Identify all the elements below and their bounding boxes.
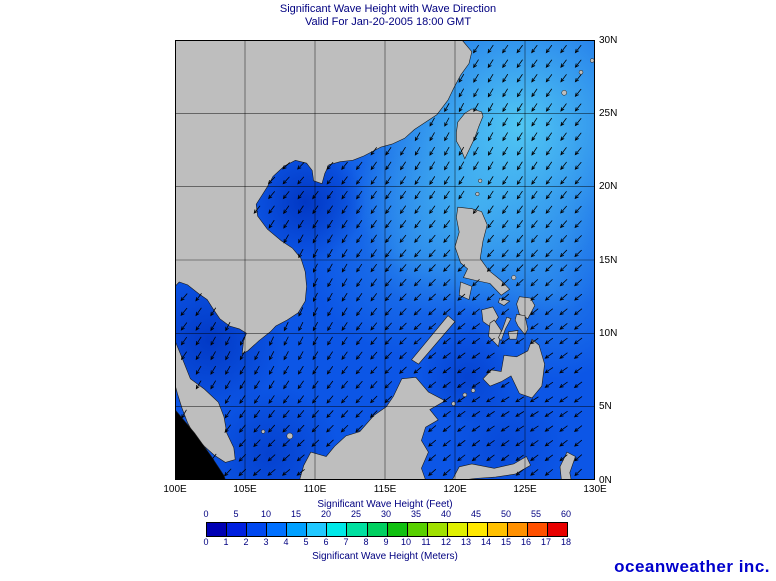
meters-tick-labels: 0 1 2 3 4 5 6 7 8 9 10 11 12 13 14 15 16 17 18: [203, 537, 571, 548]
meters-tick-15: 15: [500, 537, 512, 547]
lon-label-125E: 125E: [513, 484, 537, 495]
colorbar-segment-5: [307, 523, 328, 536]
feet-tick-25: 25: [350, 509, 362, 519]
lon-label-130E: 130E: [583, 484, 607, 495]
feet-tick-20: 20: [320, 509, 332, 519]
meters-tick-14: 14: [480, 537, 492, 547]
lon-label-120E: 120E: [443, 484, 467, 495]
lon-label-115E: 115E: [373, 484, 397, 495]
lon-label-110E: 110E: [303, 484, 327, 495]
oceanweather-logo: oceanweather inc.: [614, 557, 770, 576]
colorbar-segment-7: [347, 523, 368, 536]
colorbar-segment-1: [227, 523, 248, 536]
meters-tick-4: 4: [283, 537, 289, 547]
meters-tick-11: 11: [421, 537, 431, 547]
meters-tick-12: 12: [440, 537, 452, 547]
meters-caption: Significant Wave Height (Meters): [312, 551, 458, 562]
meters-tick-5: 5: [303, 537, 309, 547]
feet-tick-60: 60: [560, 509, 572, 519]
meters-tick-6: 6: [323, 537, 329, 547]
meters-tick-18: 18: [560, 537, 572, 547]
lat-label-10N: 10N: [599, 327, 618, 339]
feet-tick-50: 50: [500, 509, 512, 519]
colorbar-segment-4: [287, 523, 308, 536]
meters-tick-3: 3: [263, 537, 269, 547]
meters-tick-1: 1: [223, 537, 229, 547]
map-canvas: [175, 40, 595, 480]
colorbar-segment-3: [267, 523, 288, 536]
meters-tick-10: 10: [400, 537, 412, 547]
colorbar-segment-17: [548, 523, 568, 536]
meters-tick-9: 9: [383, 537, 389, 547]
feet-tick-5: 5: [233, 509, 239, 519]
colorbar-segment-0: [207, 523, 228, 536]
colorbar-segment-15: [507, 523, 528, 536]
feet-tick-30: 30: [380, 509, 392, 519]
meters-tick-0: 0: [203, 537, 209, 547]
feet-tick-45: 45: [470, 509, 482, 519]
lat-label-5N: 5N: [599, 401, 612, 413]
feet-tick-40: 40: [440, 509, 452, 519]
meters-tick-13: 13: [460, 537, 472, 547]
feet-caption: Significant Wave Height (Feet): [317, 499, 453, 510]
meters-tick-7: 7: [343, 537, 349, 547]
feet-tick-labels: 0 5 10 15 20 25 30 35 40 45 50 55 60: [203, 509, 571, 520]
colorbar-segment-14: [487, 523, 508, 536]
lon-label-105E: 105E: [233, 484, 257, 495]
feet-tick-0: 0: [203, 509, 209, 519]
lat-label-25N: 25N: [599, 107, 618, 119]
meters-tick-8: 8: [363, 537, 369, 547]
colorbar-segment-16: [528, 523, 549, 536]
longitude-axis: 100E 105E 110E 115E 120E 125E 130E: [163, 484, 606, 496]
feet-tick-55: 55: [530, 509, 542, 519]
lat-label-0N: 0N: [599, 474, 612, 486]
meters-tick-17: 17: [540, 537, 552, 547]
colorbar-segment-9: [387, 523, 408, 536]
meters-tick-2: 2: [243, 537, 249, 547]
page-title: Significant Wave Height with Wave Direct…: [279, 3, 497, 15]
feet-tick-10: 10: [260, 509, 272, 519]
valid-time: Valid For Jan-20-2005 18:00 GMT: [304, 16, 472, 28]
feet-tick-15: 15: [290, 509, 302, 519]
lat-label-15N: 15N: [599, 254, 618, 266]
colorbar-segment-6: [327, 523, 348, 536]
feet-tick-35: 35: [410, 509, 422, 519]
colorbar: [206, 522, 568, 537]
colorbar-segment-2: [247, 523, 268, 536]
lon-label-100E: 100E: [163, 484, 187, 495]
lat-label-20N: 20N: [599, 181, 618, 193]
meters-tick-16: 16: [520, 537, 532, 547]
colorbar-segment-13: [467, 523, 488, 536]
lat-label-30N: 30N: [599, 34, 618, 46]
colorbar-segment-11: [427, 523, 448, 536]
colorbar-segment-8: [367, 523, 388, 536]
colorbar-segment-12: [447, 523, 468, 536]
colorbar-segment-10: [407, 523, 428, 536]
wave-map-svg: [175, 40, 595, 480]
latitude-axis: 30N 25N 20N 15N 10N 5N 0N: [599, 35, 629, 486]
